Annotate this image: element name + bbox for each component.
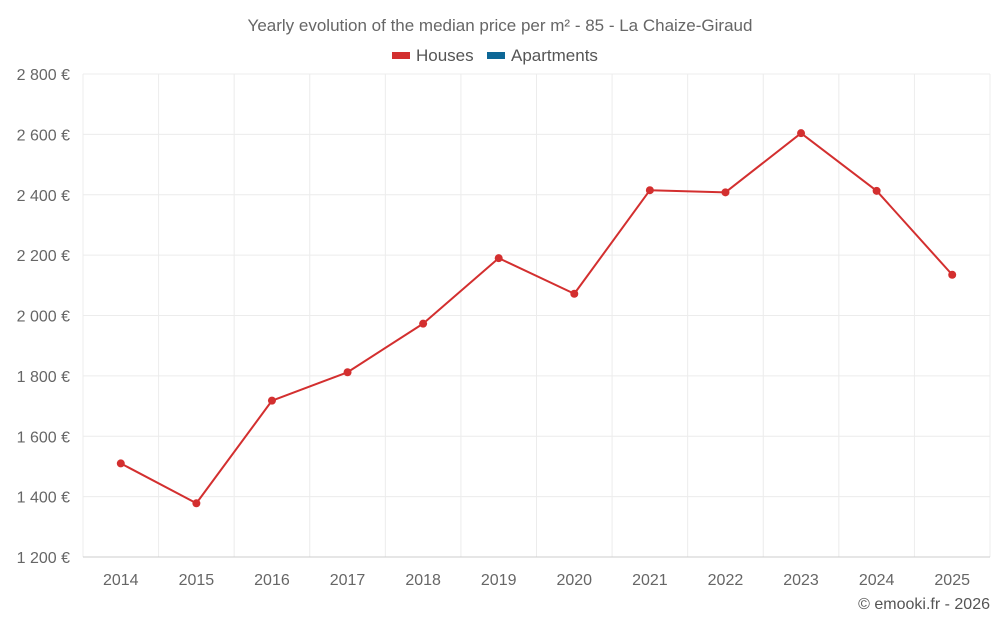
y-tick-label: 2 600 € [17, 127, 70, 144]
legend: Houses Apartments [392, 46, 598, 65]
x-tick-label: 2025 [934, 572, 970, 589]
x-tick-label: 2020 [556, 572, 592, 589]
y-tick-label: 2 400 € [17, 188, 70, 205]
series-houses [116, 129, 957, 508]
data-point-2020[interactable] [570, 289, 579, 298]
y-tick-label: 2 000 € [17, 309, 70, 326]
x-tick-label: 2018 [405, 572, 441, 589]
grid [82, 73, 991, 558]
x-tick-label: 2024 [859, 572, 895, 589]
x-tick-label: 2021 [632, 572, 668, 589]
data-point-2023[interactable] [797, 129, 806, 138]
data-point-2014[interactable] [116, 459, 125, 468]
y-tick-label: 1 600 € [17, 429, 70, 446]
chart-title: Yearly evolution of the median price per… [248, 16, 753, 35]
y-tick-label: 2 200 € [17, 248, 70, 265]
series-line-houses [120, 132, 953, 505]
x-axis: 2014 2015 2016 2017 2018 2019 2020 2021 2022 2023… [103, 572, 970, 589]
y-tick-label: 1 800 € [17, 369, 70, 386]
credit-text: © emooki.fr - 2026 [858, 596, 990, 613]
y-axis: 1 200 € 1 400 € 1 600 € 1 800 € 2 000 € 2 200… [17, 67, 70, 567]
legend-swatch-apartments [487, 52, 505, 59]
x-tick-label: 2023 [783, 572, 819, 589]
x-tick-label: 2019 [481, 572, 517, 589]
legend-label-houses: Houses [416, 46, 474, 65]
y-tick-label: 1 400 € [17, 490, 70, 507]
x-tick-label: 2017 [330, 572, 366, 589]
data-point-2019[interactable] [494, 254, 503, 263]
x-tick-label: 2014 [103, 572, 139, 589]
data-point-2025[interactable] [948, 270, 957, 279]
data-point-2017[interactable] [343, 368, 352, 377]
x-tick-label: 2015 [179, 572, 215, 589]
data-point-2016[interactable] [267, 396, 276, 405]
data-point-2018[interactable] [419, 319, 428, 328]
data-point-2024[interactable] [872, 186, 881, 195]
x-tick-label: 2022 [708, 572, 744, 589]
y-tick-label: 1 200 € [17, 550, 70, 567]
legend-item-apartments[interactable]: Apartments [487, 46, 598, 65]
data-point-2021[interactable] [645, 186, 654, 195]
legend-label-apartments: Apartments [511, 46, 598, 65]
x-tick-label: 2016 [254, 572, 290, 589]
legend-swatch-houses [392, 52, 410, 59]
data-point-2022[interactable] [721, 188, 730, 197]
data-point-2015[interactable] [192, 499, 201, 508]
y-tick-label: 2 800 € [17, 67, 70, 84]
legend-item-houses[interactable]: Houses [392, 46, 474, 65]
